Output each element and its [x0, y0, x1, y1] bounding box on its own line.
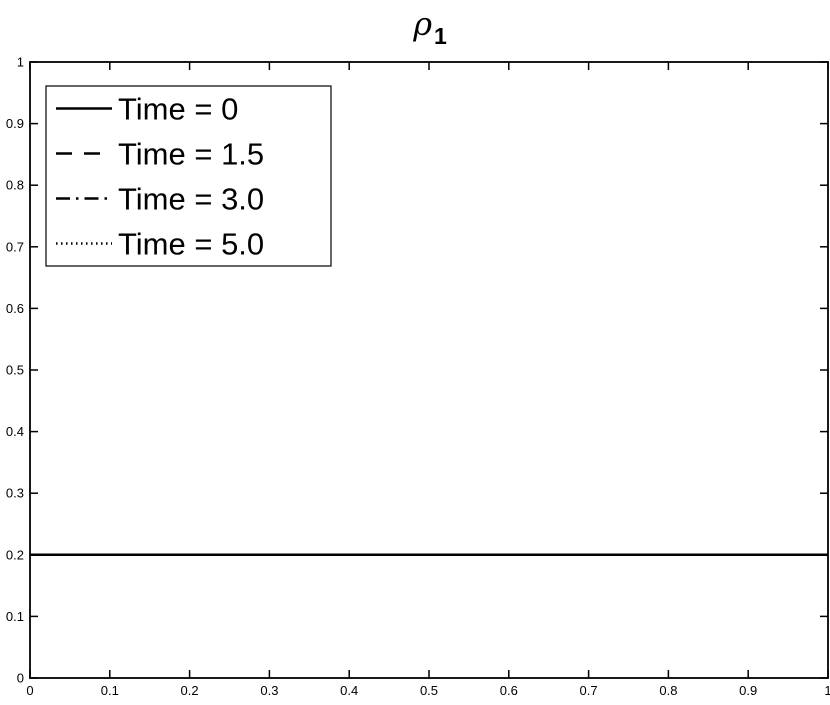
y-tick-label: 0.2	[6, 547, 24, 562]
axes-box	[29, 61, 829, 679]
x-tick-label: 0.2	[181, 683, 199, 698]
legend-label: Time = 5.0	[118, 227, 264, 262]
x-tick-label: 0.4	[340, 683, 358, 698]
x-tick-label: 0.9	[739, 683, 757, 698]
chart-title: ρ1	[30, 2, 828, 49]
y-tick-label: 0.5	[6, 363, 24, 378]
y-tick-label: 0.6	[6, 301, 24, 316]
x-tick-label: 0.3	[260, 683, 278, 698]
title-subscript: 1	[434, 23, 447, 49]
x-tick-label: 0.7	[580, 683, 598, 698]
x-tick-label: 1	[824, 683, 830, 698]
y-tick-label: 0.4	[6, 424, 24, 439]
y-tick-label: 0.7	[6, 239, 24, 254]
title-symbol: ρ	[413, 5, 432, 43]
x-tick-label: 0.1	[101, 683, 119, 698]
x-tick-label: 0.6	[500, 683, 518, 698]
x-tick-label: 0.5	[420, 683, 438, 698]
y-tick-label: 1	[17, 55, 24, 70]
legend-label: Time = 1.5	[118, 137, 264, 172]
y-tick-label: 0.8	[6, 178, 24, 193]
y-tick-label: 0	[17, 671, 24, 686]
legend-box	[45, 85, 332, 267]
y-tick-label: 0.3	[6, 486, 24, 501]
legend-label: Time = 3.0	[118, 182, 264, 217]
y-tick-label: 0.1	[6, 609, 24, 624]
y-tick-label: 0.9	[6, 116, 24, 131]
legend-label: Time = 0	[118, 92, 238, 127]
x-tick-label: 0.8	[659, 683, 677, 698]
x-tick-label: 0	[26, 683, 33, 698]
